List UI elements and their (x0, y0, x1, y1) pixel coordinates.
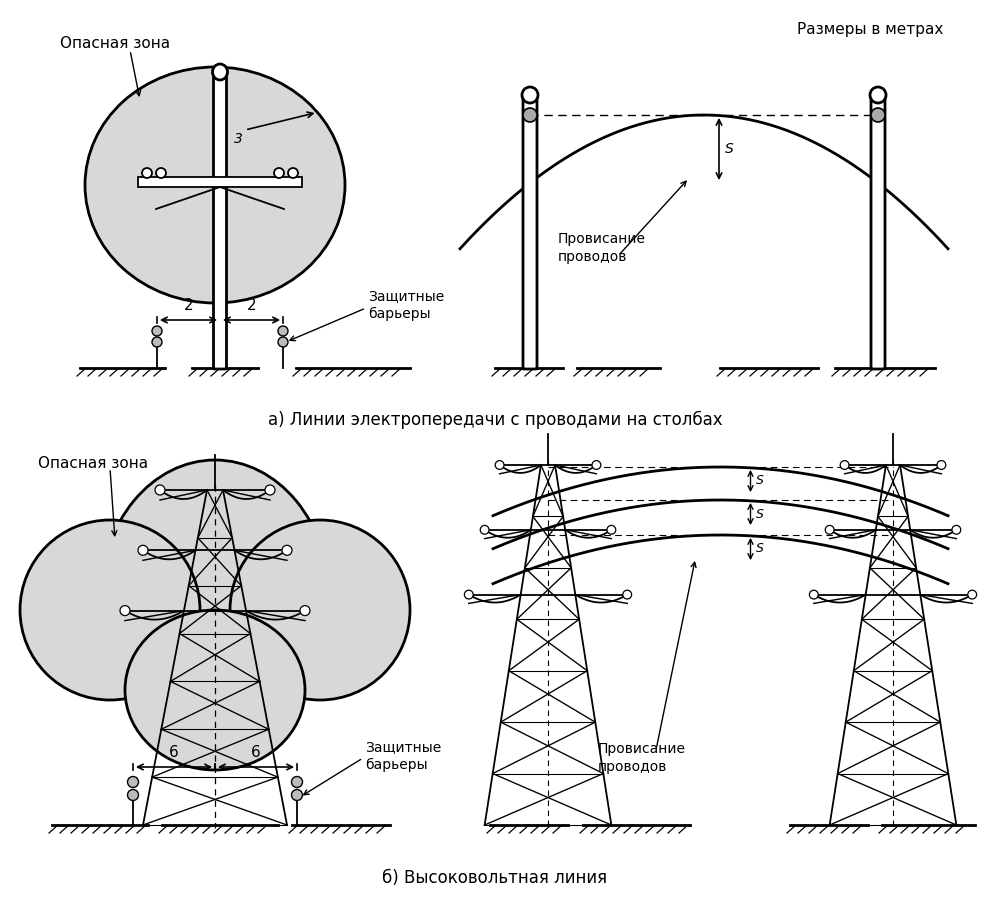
Text: б) Высоковольтная линия: б) Высоковольтная линия (382, 869, 607, 887)
Text: Провисание
проводов: Провисание проводов (597, 742, 685, 775)
Circle shape (300, 606, 310, 616)
Circle shape (824, 526, 833, 534)
Circle shape (138, 546, 148, 556)
Circle shape (839, 460, 848, 469)
Text: Провисание
проводов: Провисание проводов (558, 232, 645, 264)
Circle shape (464, 590, 473, 599)
Ellipse shape (213, 64, 228, 80)
Circle shape (127, 776, 138, 787)
Ellipse shape (100, 460, 330, 740)
Ellipse shape (522, 87, 538, 103)
Text: Защитные
барьеры: Защитные барьеры (365, 740, 440, 773)
Circle shape (870, 108, 884, 122)
Circle shape (127, 789, 138, 801)
Text: Защитные
барьеры: Защитные барьеры (368, 289, 443, 321)
Text: а) Линии электропередачи с проводами на столбах: а) Линии электропередачи с проводами на … (267, 411, 722, 429)
Circle shape (523, 108, 537, 122)
Circle shape (495, 460, 504, 469)
Circle shape (155, 485, 165, 495)
Bar (138, 177, 302, 187)
FancyBboxPatch shape (214, 71, 227, 369)
Circle shape (622, 590, 631, 599)
Ellipse shape (84, 67, 345, 303)
Circle shape (142, 168, 152, 178)
Circle shape (281, 546, 291, 556)
Ellipse shape (125, 610, 305, 770)
FancyBboxPatch shape (870, 94, 884, 369)
Circle shape (277, 326, 287, 336)
Circle shape (264, 485, 274, 495)
Circle shape (287, 168, 297, 178)
Circle shape (591, 460, 600, 469)
Text: Размеры в метрах: Размеры в метрах (796, 22, 942, 37)
Circle shape (808, 590, 817, 599)
Ellipse shape (230, 520, 410, 700)
FancyBboxPatch shape (523, 94, 537, 369)
Text: Опасная зона: Опасная зона (60, 35, 170, 51)
Text: S: S (754, 475, 762, 488)
Text: 3: 3 (234, 132, 243, 146)
Text: S: S (725, 142, 733, 156)
Circle shape (152, 326, 162, 336)
Ellipse shape (20, 520, 200, 700)
Circle shape (951, 526, 960, 534)
Circle shape (152, 337, 162, 347)
Text: Опасная зона: Опасная зона (38, 456, 148, 470)
Text: 6: 6 (250, 745, 260, 760)
Ellipse shape (869, 87, 885, 103)
Circle shape (273, 168, 283, 178)
Circle shape (936, 460, 945, 469)
Text: 2: 2 (247, 298, 256, 313)
Circle shape (480, 526, 488, 534)
Circle shape (291, 776, 302, 787)
Text: S: S (754, 542, 762, 556)
Text: S: S (754, 508, 762, 520)
Text: 2: 2 (184, 298, 193, 313)
Circle shape (967, 590, 976, 599)
Circle shape (277, 337, 287, 347)
Circle shape (606, 526, 615, 534)
Text: 6: 6 (169, 745, 179, 760)
Circle shape (120, 606, 130, 616)
Circle shape (156, 168, 166, 178)
Circle shape (291, 789, 302, 801)
